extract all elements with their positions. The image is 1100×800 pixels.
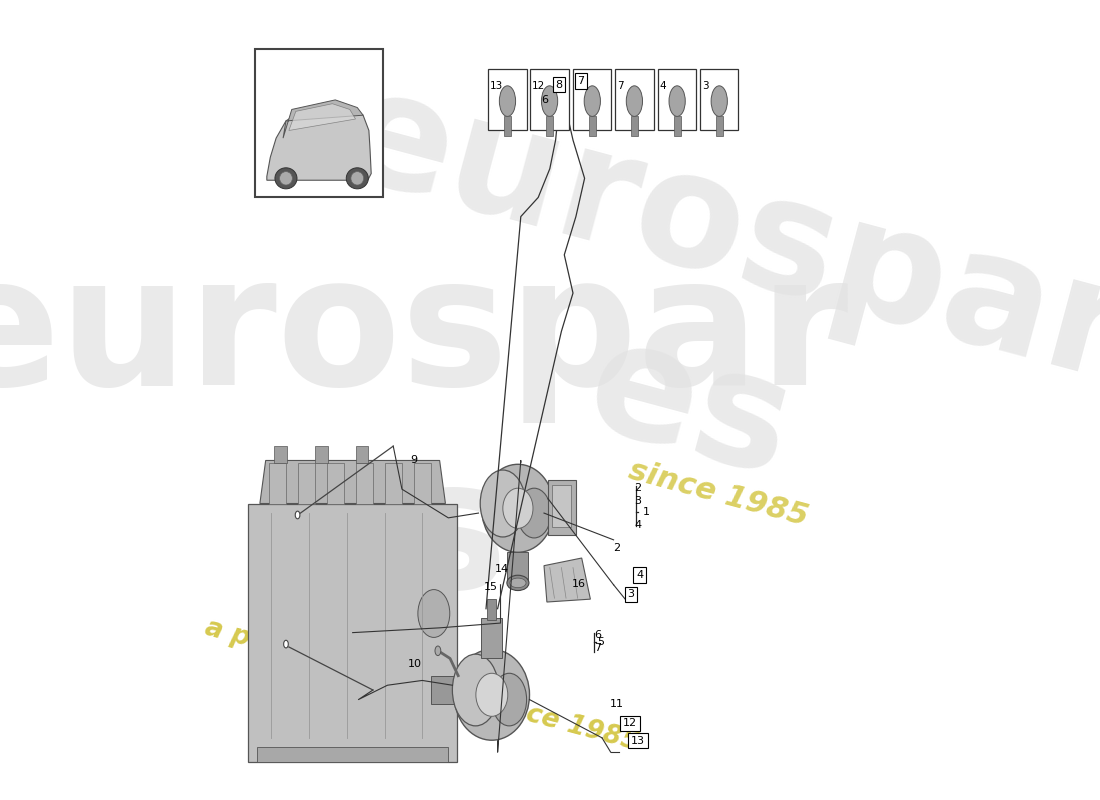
Ellipse shape (626, 86, 642, 117)
Bar (355, 446, 368, 463)
Ellipse shape (584, 86, 601, 117)
Text: 3: 3 (635, 496, 641, 506)
Polygon shape (289, 104, 355, 130)
Text: 12: 12 (532, 81, 546, 90)
Text: 4: 4 (636, 570, 644, 580)
Bar (257, 747, 449, 762)
Ellipse shape (482, 464, 554, 552)
Text: 6: 6 (541, 95, 549, 105)
Polygon shape (267, 106, 371, 180)
Bar (548, 479, 576, 535)
Ellipse shape (517, 488, 551, 538)
Text: eurospar
es: eurospar es (279, 56, 1100, 588)
Text: 10: 10 (408, 659, 421, 669)
Bar (431, 676, 456, 704)
Bar (414, 463, 431, 503)
Circle shape (434, 646, 441, 655)
Text: 14: 14 (495, 563, 509, 574)
Bar (355, 463, 373, 503)
Circle shape (284, 640, 288, 648)
Text: 11: 11 (609, 699, 624, 710)
Bar (487, 599, 496, 620)
Text: 12: 12 (623, 718, 637, 729)
Ellipse shape (492, 674, 527, 726)
Ellipse shape (481, 470, 526, 537)
Text: 2: 2 (635, 483, 641, 494)
Text: 13: 13 (491, 81, 504, 90)
Ellipse shape (711, 86, 727, 117)
Bar (488, 70, 527, 130)
Text: 1: 1 (644, 507, 650, 517)
Text: 16: 16 (572, 579, 586, 589)
Polygon shape (283, 100, 363, 138)
Ellipse shape (279, 172, 293, 185)
Bar (631, 117, 638, 135)
Bar (507, 552, 528, 581)
Bar (546, 117, 553, 135)
Ellipse shape (509, 578, 526, 588)
Text: 7: 7 (594, 643, 601, 653)
Bar (588, 117, 596, 135)
Bar (658, 70, 696, 130)
Polygon shape (544, 558, 591, 602)
Text: 13: 13 (631, 736, 645, 746)
Ellipse shape (454, 650, 529, 740)
Bar (385, 463, 402, 503)
Text: 2: 2 (614, 542, 620, 553)
Bar (700, 70, 738, 130)
Text: 4: 4 (635, 519, 641, 530)
Bar (544, 82, 568, 111)
Bar (716, 117, 723, 135)
Text: 3: 3 (702, 81, 708, 90)
Bar (615, 70, 653, 130)
Bar (327, 463, 344, 503)
Text: 4: 4 (660, 81, 667, 90)
Ellipse shape (275, 168, 297, 189)
Polygon shape (260, 461, 446, 503)
Text: 8: 8 (556, 79, 562, 90)
Ellipse shape (507, 575, 529, 590)
Ellipse shape (346, 168, 368, 189)
Bar (315, 446, 328, 463)
Text: 9: 9 (410, 455, 417, 466)
Bar (268, 463, 286, 503)
Ellipse shape (418, 590, 450, 638)
Ellipse shape (499, 86, 516, 117)
Text: 8: 8 (575, 81, 582, 90)
Text: 15: 15 (484, 582, 497, 592)
Text: 3: 3 (627, 590, 635, 599)
Bar (249, 503, 456, 762)
Ellipse shape (541, 86, 558, 117)
Bar (530, 70, 569, 130)
Bar (504, 117, 512, 135)
Bar (298, 463, 315, 503)
Text: since 1985: since 1985 (625, 456, 811, 532)
Bar (274, 446, 287, 463)
Text: a passion for parts since 1985: a passion for parts since 1985 (202, 614, 642, 756)
Text: 5: 5 (596, 637, 604, 647)
Text: 7: 7 (578, 76, 585, 86)
Ellipse shape (452, 654, 498, 726)
Bar (482, 618, 503, 658)
Text: 7: 7 (617, 81, 624, 90)
Ellipse shape (503, 488, 534, 528)
Bar (673, 117, 681, 135)
Ellipse shape (351, 172, 364, 185)
Circle shape (295, 511, 300, 519)
Text: 6: 6 (594, 630, 601, 641)
Ellipse shape (669, 86, 685, 117)
Bar (573, 70, 612, 130)
Bar (255, 50, 383, 198)
Bar (551, 486, 571, 527)
Ellipse shape (476, 674, 508, 716)
Text: eurospar
es: eurospar es (0, 246, 849, 626)
